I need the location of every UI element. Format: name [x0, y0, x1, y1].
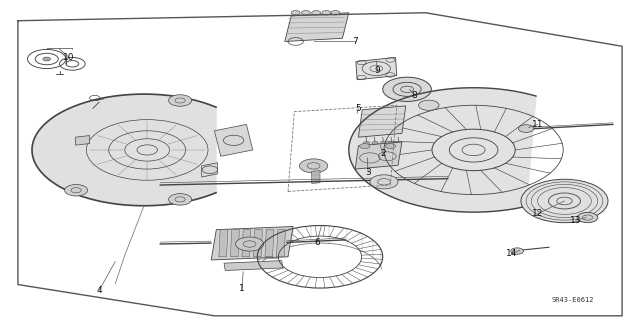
Polygon shape — [242, 230, 251, 257]
Circle shape — [322, 11, 331, 15]
Circle shape — [291, 11, 300, 15]
Text: 6: 6 — [314, 238, 319, 247]
Circle shape — [331, 11, 340, 15]
Polygon shape — [356, 57, 397, 80]
Text: 3: 3 — [365, 168, 371, 177]
Circle shape — [236, 237, 264, 251]
Polygon shape — [265, 230, 274, 257]
Polygon shape — [253, 230, 262, 257]
Polygon shape — [214, 124, 253, 156]
Text: 4: 4 — [97, 286, 102, 295]
Polygon shape — [349, 88, 536, 212]
Polygon shape — [211, 226, 293, 260]
Polygon shape — [224, 261, 283, 271]
Text: 2: 2 — [380, 149, 385, 158]
Circle shape — [360, 144, 370, 149]
Text: 13: 13 — [570, 216, 582, 225]
Circle shape — [65, 184, 88, 196]
Polygon shape — [358, 106, 406, 137]
Polygon shape — [219, 230, 228, 257]
Circle shape — [370, 175, 398, 189]
Circle shape — [521, 179, 608, 223]
Circle shape — [43, 57, 51, 61]
Text: 11: 11 — [532, 120, 543, 129]
Circle shape — [364, 141, 370, 145]
Text: 8: 8 — [412, 91, 417, 100]
Circle shape — [300, 159, 328, 173]
Circle shape — [511, 248, 524, 254]
Circle shape — [396, 141, 402, 145]
Text: 10: 10 — [63, 53, 75, 62]
Polygon shape — [312, 171, 320, 183]
Circle shape — [372, 141, 378, 145]
Circle shape — [380, 141, 387, 145]
Text: 14: 14 — [506, 249, 518, 258]
Circle shape — [168, 95, 191, 106]
Circle shape — [301, 11, 310, 15]
Circle shape — [312, 11, 321, 15]
Text: 5: 5 — [356, 104, 361, 113]
Circle shape — [577, 212, 598, 223]
Polygon shape — [276, 230, 285, 257]
Text: 1: 1 — [239, 284, 244, 293]
Polygon shape — [76, 136, 90, 145]
Circle shape — [385, 144, 396, 149]
Text: 7: 7 — [353, 37, 358, 46]
Text: 12: 12 — [532, 209, 543, 218]
Circle shape — [383, 77, 431, 101]
Circle shape — [518, 125, 534, 132]
Polygon shape — [202, 163, 218, 177]
Polygon shape — [355, 142, 402, 169]
Circle shape — [419, 100, 439, 110]
Text: 9: 9 — [375, 66, 380, 75]
Text: SR43-E0612: SR43-E0612 — [552, 297, 594, 303]
Polygon shape — [230, 230, 239, 257]
Polygon shape — [32, 94, 216, 206]
Circle shape — [388, 141, 395, 145]
Polygon shape — [285, 13, 349, 41]
Circle shape — [168, 194, 191, 205]
